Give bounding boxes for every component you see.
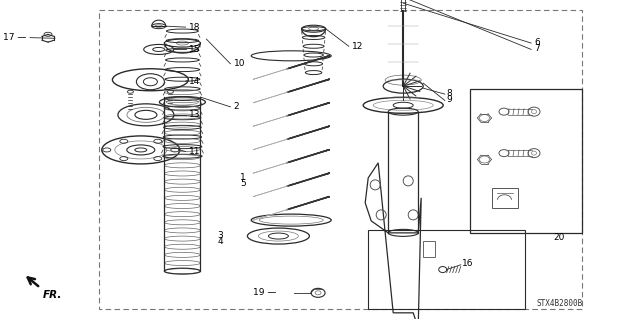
Text: STX4B2800B: STX4B2800B <box>536 299 582 308</box>
Text: 14: 14 <box>189 77 200 86</box>
Text: 8: 8 <box>447 89 452 98</box>
Text: 4: 4 <box>217 237 223 246</box>
Text: 7: 7 <box>534 44 540 53</box>
Text: 3: 3 <box>217 231 223 240</box>
Text: 2: 2 <box>234 102 239 111</box>
Bar <box>470 89 582 233</box>
Text: 9: 9 <box>447 95 452 104</box>
Bar <box>368 230 525 309</box>
Text: 19 —: 19 — <box>253 288 276 297</box>
Bar <box>423 241 435 257</box>
Text: 20: 20 <box>554 233 565 242</box>
Text: 15: 15 <box>189 45 200 54</box>
Text: 17 —: 17 — <box>3 33 27 42</box>
Text: 11: 11 <box>189 147 200 156</box>
Text: 13: 13 <box>189 110 200 119</box>
Text: 5: 5 <box>240 179 246 188</box>
Text: FR.: FR. <box>42 290 62 300</box>
Bar <box>492 188 518 208</box>
Text: 12: 12 <box>352 42 364 51</box>
Text: 18: 18 <box>189 23 200 32</box>
Text: 16: 16 <box>462 259 474 268</box>
Text: 6: 6 <box>534 38 540 47</box>
Text: 10: 10 <box>234 59 245 68</box>
Text: 1: 1 <box>240 173 246 182</box>
